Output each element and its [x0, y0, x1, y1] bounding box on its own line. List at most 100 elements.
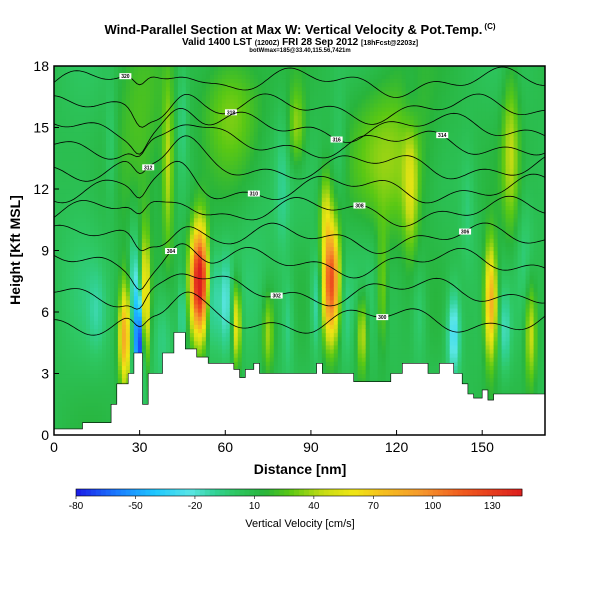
velocity-cell	[125, 152, 131, 157]
velocity-cell	[229, 291, 235, 297]
velocity-cell	[54, 94, 59, 100]
velocity-cell	[133, 197, 139, 202]
velocity-cell	[177, 266, 183, 272]
velocity-cell	[90, 369, 95, 375]
velocity-cell	[189, 316, 195, 321]
velocity-cell	[209, 328, 215, 334]
velocity-cell	[261, 271, 267, 276]
velocity-cell	[70, 266, 75, 272]
velocity-cell	[121, 250, 127, 256]
velocity-cell	[74, 209, 79, 215]
velocity-cell	[189, 258, 195, 264]
velocity-cell	[86, 262, 91, 268]
velocity-cell	[217, 143, 223, 149]
velocity-cell	[113, 197, 119, 202]
velocity-cell	[66, 238, 71, 243]
velocity-cell	[233, 205, 239, 211]
velocity-cell	[189, 320, 195, 325]
velocity-cell	[82, 107, 87, 112]
velocity-cell	[106, 373, 111, 379]
velocity-cell	[90, 209, 95, 215]
velocity-cell	[173, 127, 179, 133]
velocity-cell	[265, 324, 271, 329]
velocity-cell	[193, 299, 199, 305]
velocity-cell	[177, 143, 183, 149]
velocity-cell	[121, 242, 127, 247]
velocity-cell	[177, 324, 183, 329]
velocity-cell	[74, 234, 79, 239]
velocity-cell	[54, 230, 59, 235]
velocity-cell	[221, 332, 227, 338]
velocity-cell	[149, 230, 155, 235]
velocity-cell	[90, 262, 95, 268]
velocity-cell	[106, 115, 111, 120]
velocity-cell	[265, 184, 271, 190]
velocity-cell	[197, 275, 203, 280]
velocity-cell	[225, 254, 231, 260]
velocity-cell	[209, 176, 215, 182]
velocity-cell	[229, 209, 235, 215]
velocity-cell	[117, 275, 123, 280]
velocity-cell	[98, 209, 103, 215]
velocity-cell	[225, 66, 231, 71]
velocity-cell	[209, 258, 215, 264]
velocity-cell	[157, 324, 163, 329]
velocity-cell	[129, 168, 135, 174]
velocity-cell	[66, 98, 71, 104]
velocity-cell	[62, 332, 67, 338]
velocity-cell	[153, 234, 159, 239]
velocity-cell	[74, 156, 79, 161]
velocity-cell	[78, 410, 83, 416]
velocity-cell	[193, 242, 199, 247]
velocity-cell	[173, 115, 179, 120]
velocity-cell	[117, 139, 123, 145]
velocity-cell	[181, 189, 187, 194]
velocity-cell	[82, 230, 87, 235]
velocity-cell	[58, 389, 63, 395]
velocity-cell	[209, 357, 215, 362]
velocity-cell	[78, 394, 83, 399]
velocity-cell	[161, 275, 167, 280]
velocity-cell	[241, 172, 247, 178]
velocity-cell	[185, 160, 191, 165]
velocity-cell	[129, 148, 135, 153]
velocity-cell	[70, 340, 75, 346]
velocity-cell	[209, 107, 215, 112]
velocity-cell	[141, 160, 147, 165]
velocity-cell	[102, 340, 107, 346]
velocity-cell	[173, 258, 179, 264]
velocity-cell	[62, 230, 67, 235]
velocity-cell	[245, 156, 251, 161]
velocity-cell	[165, 115, 171, 120]
velocity-cell	[82, 184, 87, 190]
velocity-cell	[233, 156, 239, 161]
velocity-cell	[201, 353, 207, 358]
velocity-cell	[62, 193, 67, 198]
velocity-cell	[213, 266, 219, 272]
velocity-cell	[161, 197, 167, 202]
velocity-cell	[237, 82, 243, 88]
velocity-cell	[245, 348, 251, 354]
velocity-cell	[133, 230, 139, 235]
velocity-cell	[221, 213, 227, 219]
velocity-cell	[229, 74, 235, 79]
velocity-cell	[86, 143, 91, 149]
velocity-cell	[98, 402, 103, 407]
velocity-cell	[141, 94, 147, 100]
velocity-cell	[197, 205, 203, 211]
velocity-cell	[121, 201, 127, 206]
velocity-cell	[245, 230, 251, 235]
velocity-cell	[201, 332, 207, 338]
velocity-cell	[110, 357, 115, 362]
velocity-cell	[106, 316, 111, 321]
velocity-cell	[245, 283, 251, 288]
velocity-cell	[141, 90, 147, 96]
velocity-cell	[58, 406, 63, 411]
velocity-cell	[66, 86, 71, 92]
velocity-cell	[157, 279, 163, 284]
velocity-cell	[257, 332, 263, 338]
velocity-cell	[110, 160, 115, 165]
velocity-cell	[110, 131, 115, 137]
velocity-cell	[241, 336, 247, 342]
velocity-cell	[233, 320, 239, 325]
